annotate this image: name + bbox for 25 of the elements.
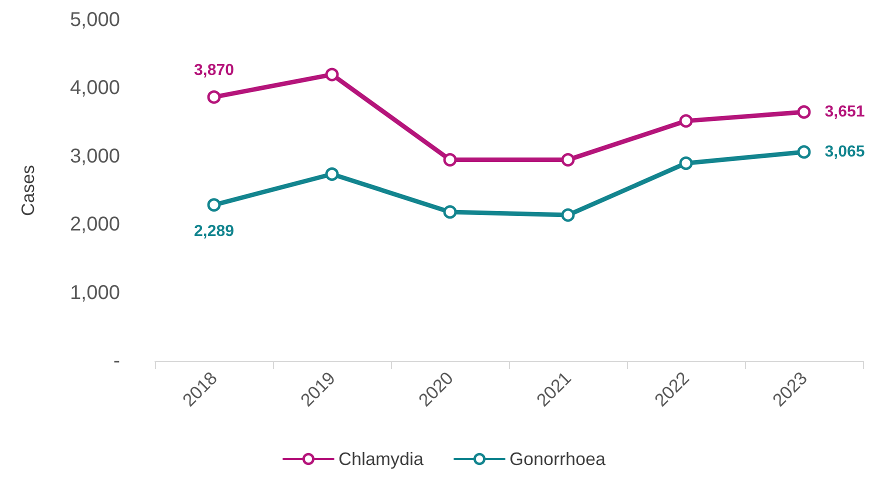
data-label: 3,651	[824, 104, 865, 120]
y-tick-label: -	[113, 350, 120, 372]
point	[679, 156, 693, 170]
y-tick-label: 1,000	[70, 282, 120, 304]
point	[561, 208, 575, 222]
data-label: 3,065	[824, 143, 865, 160]
point	[207, 198, 221, 212]
y-axis-title: Cases	[18, 164, 38, 216]
y-tick-label: 5,000	[70, 9, 120, 31]
y-tick-label: 2,000	[70, 214, 120, 236]
point	[325, 68, 339, 82]
legend-label: Gonorrhoea	[509, 449, 607, 469]
point	[325, 167, 339, 181]
point	[443, 153, 457, 167]
point	[797, 105, 811, 119]
point	[561, 153, 575, 167]
point	[797, 145, 811, 159]
point	[443, 205, 457, 219]
data-label: 2,289	[194, 223, 234, 240]
data-label: 3,870	[194, 62, 234, 79]
y-tick-label: 3,000	[70, 145, 120, 168]
point	[679, 114, 693, 128]
y-tick-label: 4,000	[70, 77, 120, 100]
point	[207, 90, 221, 104]
legend-label: Chlamydia	[338, 449, 424, 469]
